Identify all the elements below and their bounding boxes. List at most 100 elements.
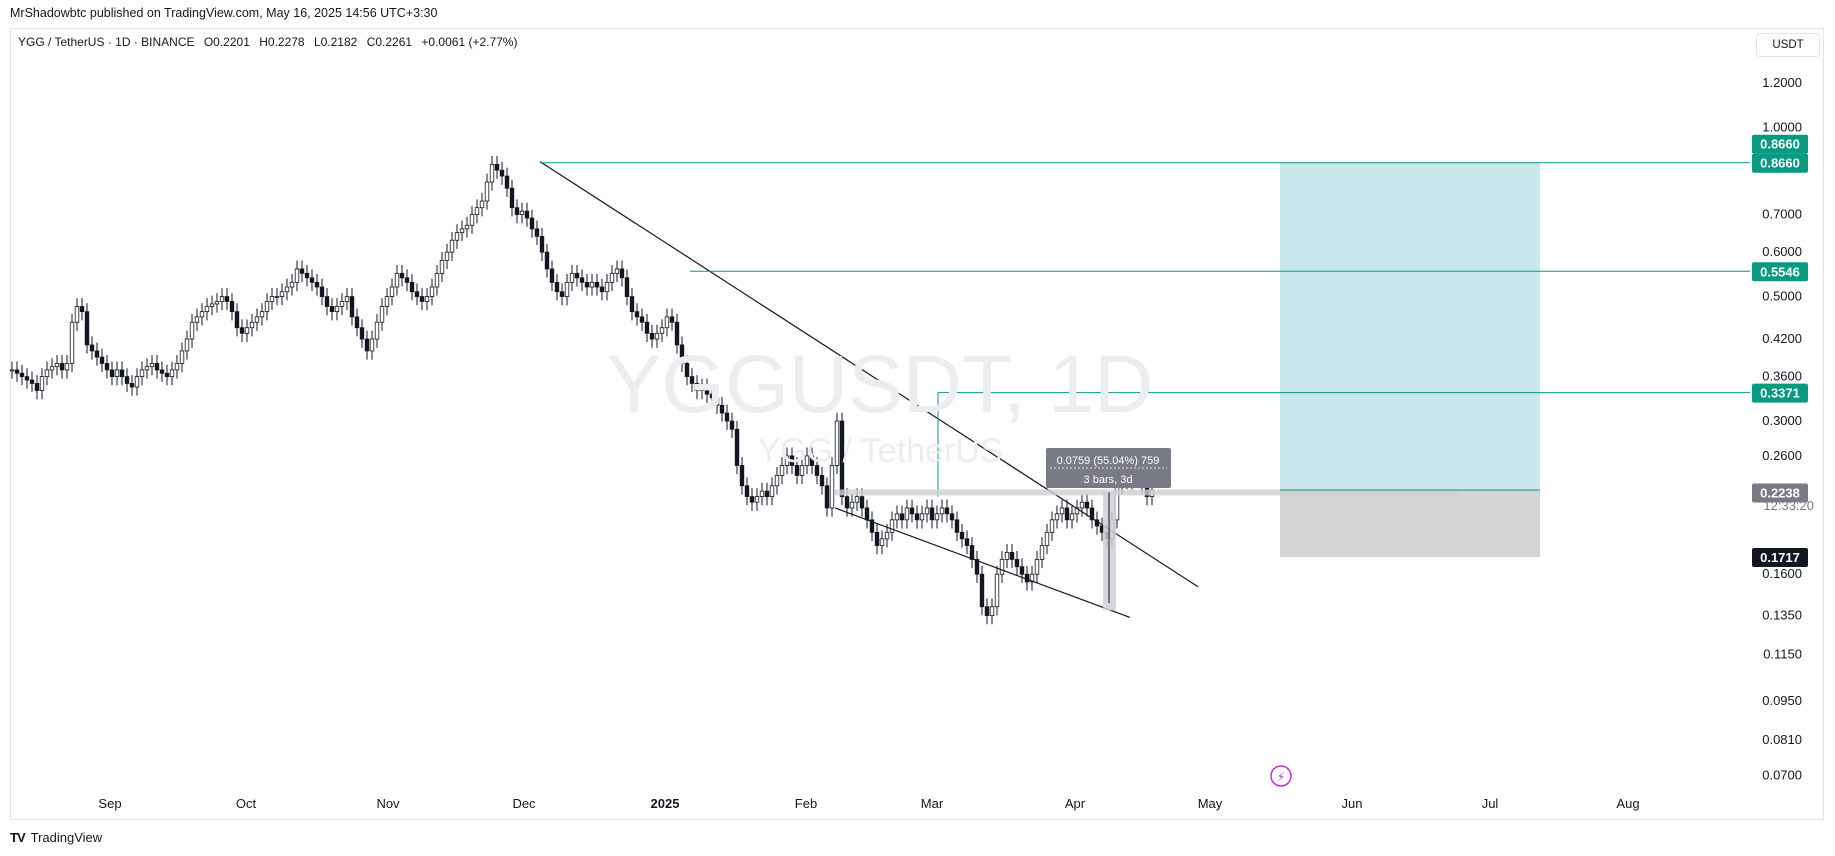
candle-body bbox=[834, 420, 840, 466]
candle-body bbox=[24, 376, 30, 381]
candle-body bbox=[329, 306, 335, 313]
candle-body bbox=[534, 228, 540, 237]
candle-body bbox=[1044, 531, 1050, 546]
y-tick-label: 0.2600 bbox=[1762, 448, 1802, 463]
candle-body bbox=[354, 316, 360, 329]
x-tick-label: Jul bbox=[1482, 796, 1499, 811]
candle-body bbox=[569, 272, 575, 283]
lightning-glyph: ⚡ bbox=[1277, 770, 1285, 784]
candle-body bbox=[1054, 513, 1060, 521]
candle-body bbox=[359, 327, 365, 340]
candle-body bbox=[289, 281, 295, 288]
candle-body bbox=[654, 332, 660, 340]
candle-body bbox=[999, 559, 1005, 575]
candle-body bbox=[1079, 501, 1085, 509]
y-tick-label: 0.6000 bbox=[1762, 244, 1802, 259]
candle-body bbox=[314, 281, 320, 288]
candle-body bbox=[849, 501, 855, 509]
lower-trendline bbox=[834, 507, 1131, 618]
target-zone bbox=[1280, 162, 1540, 490]
candle-body bbox=[594, 281, 600, 288]
candle-body bbox=[9, 369, 15, 372]
legend-low: L0.2182 bbox=[313, 35, 358, 49]
measure-label-box bbox=[1046, 448, 1171, 488]
candle-body bbox=[839, 420, 845, 498]
candle-body bbox=[394, 272, 400, 288]
candle-body bbox=[1034, 559, 1040, 575]
footer-brand-label: TradingView bbox=[30, 830, 103, 845]
stop-zone bbox=[1280, 489, 1540, 558]
symbol-legend: YGG / TetherUS · 1D · BINANCE O0.2201 H0… bbox=[18, 35, 523, 49]
candle-body bbox=[239, 327, 245, 334]
candle-body bbox=[44, 369, 50, 378]
candle-body bbox=[629, 296, 635, 313]
candle-body bbox=[914, 513, 920, 521]
candle-body bbox=[879, 538, 885, 546]
candle-body bbox=[939, 507, 945, 515]
candle-body bbox=[514, 207, 520, 215]
y-tick-label: 0.3000 bbox=[1762, 413, 1802, 428]
candle-body bbox=[624, 277, 630, 297]
candle-body bbox=[219, 296, 225, 302]
candle-body bbox=[299, 268, 305, 274]
candle-body bbox=[174, 363, 180, 371]
candle-body bbox=[779, 465, 785, 476]
candle-body bbox=[754, 496, 760, 503]
candle-body bbox=[949, 513, 955, 521]
y-tick-label: 0.1150 bbox=[1763, 647, 1802, 662]
candle-body bbox=[959, 531, 965, 540]
candle-body bbox=[819, 475, 825, 487]
candle-body bbox=[84, 311, 90, 346]
candle-body bbox=[19, 372, 25, 378]
candle-body bbox=[899, 513, 905, 521]
candle-body bbox=[749, 496, 755, 503]
x-tick-label: Mar bbox=[921, 796, 944, 811]
candle-body bbox=[364, 338, 370, 352]
candle-body bbox=[194, 316, 200, 323]
candle-body bbox=[729, 420, 735, 430]
price-tag-label: 0.8660 bbox=[1760, 137, 1800, 152]
x-tick-label: Feb bbox=[795, 796, 817, 811]
candle-body bbox=[774, 475, 780, 487]
candle-body bbox=[859, 496, 865, 509]
candle-body bbox=[349, 296, 355, 318]
legend-close: C0.2261 bbox=[366, 35, 413, 49]
candle-body bbox=[519, 210, 525, 215]
candle-body bbox=[504, 175, 510, 189]
candle-body bbox=[124, 376, 130, 384]
candle-body bbox=[964, 538, 970, 546]
candle-body bbox=[404, 277, 410, 283]
candle-body bbox=[759, 490, 765, 498]
candle-body bbox=[284, 286, 290, 293]
y-tick-label: 1.0000 bbox=[1762, 120, 1802, 135]
candle-body bbox=[1024, 573, 1030, 583]
candle-body bbox=[324, 296, 330, 307]
candle-body bbox=[864, 507, 870, 521]
candle-body bbox=[564, 281, 570, 297]
candle-body bbox=[669, 316, 675, 323]
legend-symbol: YGG / TetherUS · 1D · BINANCE bbox=[18, 35, 195, 49]
candle-body bbox=[664, 316, 670, 329]
candle-body bbox=[254, 316, 260, 323]
candle-body bbox=[739, 465, 745, 487]
candle-body bbox=[769, 485, 775, 498]
candle-body bbox=[229, 301, 235, 313]
x-tick-label: Sep bbox=[98, 796, 121, 811]
candle-body bbox=[304, 272, 310, 279]
measure-label-text: 3 bars, 3d bbox=[1084, 474, 1133, 486]
candle-body bbox=[919, 513, 925, 521]
currency-button[interactable]: USDT bbox=[1756, 33, 1820, 57]
price-tag-label: 0.8660 bbox=[1760, 156, 1800, 171]
candle-body bbox=[619, 268, 625, 279]
candle-body bbox=[969, 545, 975, 560]
candle-body bbox=[179, 350, 185, 364]
candle-body bbox=[424, 296, 430, 302]
candle-body bbox=[139, 369, 145, 378]
candle-body bbox=[1039, 545, 1045, 560]
candle-body bbox=[99, 356, 105, 364]
candle-body bbox=[699, 386, 705, 391]
candle-body bbox=[169, 369, 175, 378]
candle-body bbox=[994, 573, 1000, 608]
candle-body bbox=[784, 455, 790, 466]
